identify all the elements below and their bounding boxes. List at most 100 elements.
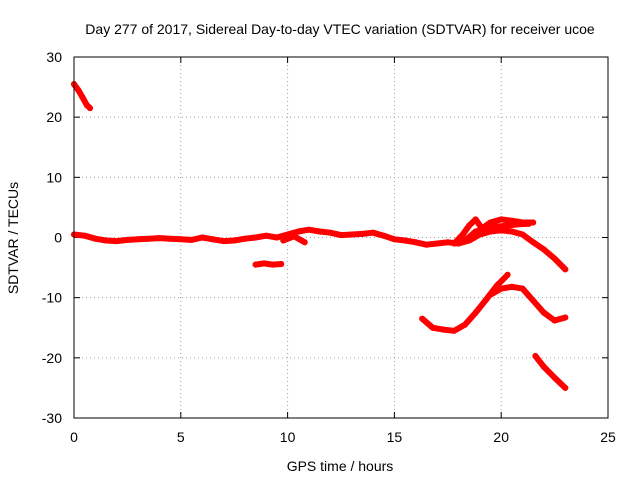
data-point xyxy=(498,216,505,223)
data-point xyxy=(440,326,447,333)
data-point xyxy=(487,219,494,226)
data-point xyxy=(145,235,152,242)
data-point xyxy=(530,239,537,246)
axis-ticks: 0 5 10 15 20 25 -30 -20 -10 0 10 20 30 xyxy=(42,49,616,445)
data-point xyxy=(530,297,537,304)
x-tick-label: 25 xyxy=(600,429,616,445)
data-point xyxy=(423,241,430,248)
data-point xyxy=(540,246,547,253)
data-point xyxy=(483,296,490,303)
data-point xyxy=(252,261,259,268)
data-point xyxy=(156,235,163,242)
data-point xyxy=(493,223,500,230)
data-point xyxy=(461,321,468,328)
data-point xyxy=(451,327,458,334)
data-point xyxy=(472,228,479,235)
data-point xyxy=(306,226,312,233)
data-point xyxy=(301,239,308,246)
data-point xyxy=(519,285,526,292)
data-point xyxy=(562,384,569,391)
data-point xyxy=(370,229,376,236)
data-point xyxy=(79,94,86,101)
data-point xyxy=(459,231,466,238)
data-point xyxy=(348,231,355,238)
data-point xyxy=(444,239,451,246)
y-tick-label: -10 xyxy=(42,290,62,306)
data-point xyxy=(316,228,323,235)
data-point xyxy=(402,237,409,244)
x-tick-label: 10 xyxy=(280,429,296,445)
data-point xyxy=(419,315,426,322)
data-point xyxy=(241,235,248,242)
x-tick-label: 5 xyxy=(177,429,185,445)
data-point xyxy=(87,105,93,112)
data-point xyxy=(526,220,532,227)
data-point xyxy=(519,231,526,238)
y-tick-label: -20 xyxy=(42,350,62,366)
series-track-h xyxy=(487,283,569,324)
data-point xyxy=(508,283,515,290)
series-track-i xyxy=(532,353,569,391)
data-point xyxy=(434,240,441,247)
x-tick-label: 20 xyxy=(493,429,509,445)
data-point xyxy=(167,235,174,242)
data-point xyxy=(515,221,522,228)
data-point xyxy=(532,353,539,359)
plot-frame xyxy=(73,56,609,419)
y-tick-label: 10 xyxy=(46,169,62,185)
data-point xyxy=(113,238,120,245)
data-point xyxy=(81,232,88,239)
data-point xyxy=(562,266,569,273)
data-point xyxy=(261,260,268,267)
series-track-b xyxy=(71,226,569,273)
data-point xyxy=(273,234,280,241)
data-point xyxy=(429,324,436,331)
data-point xyxy=(103,237,109,244)
data-point xyxy=(498,285,505,292)
data-point xyxy=(135,236,142,243)
data-point xyxy=(199,234,206,241)
data-point xyxy=(291,233,297,240)
data-point xyxy=(504,222,511,229)
data-point xyxy=(75,87,82,94)
chart-title: Day 277 of 2017, Sidereal Day-to-day VTE… xyxy=(85,21,595,37)
data-point xyxy=(391,236,398,243)
data-point xyxy=(472,309,479,316)
data-point xyxy=(177,236,184,243)
data-point xyxy=(124,236,131,243)
x-axis-label: GPS time / hours xyxy=(287,458,394,474)
data-point xyxy=(472,216,479,223)
y-tick-label: -30 xyxy=(42,410,62,426)
data-point xyxy=(209,236,216,243)
data-point xyxy=(551,255,558,262)
data-point xyxy=(412,239,419,246)
data-point xyxy=(220,238,227,245)
data-point xyxy=(295,228,302,235)
data-point xyxy=(551,374,558,381)
data-point xyxy=(551,317,558,324)
y-tick-label: 20 xyxy=(46,109,62,125)
data-point xyxy=(540,363,547,370)
x-tick-label: 15 xyxy=(387,429,403,445)
y-tick-label: 0 xyxy=(54,230,62,246)
data-point xyxy=(451,240,458,247)
data-point xyxy=(504,271,511,278)
data-point xyxy=(487,291,494,298)
data-point xyxy=(380,232,387,239)
data-point xyxy=(483,225,490,232)
x-tick-label: 0 xyxy=(70,429,78,445)
data-point xyxy=(263,232,270,239)
data-point xyxy=(188,236,195,243)
data-point xyxy=(466,222,473,229)
data-point xyxy=(359,230,366,237)
data-point xyxy=(338,232,344,239)
y-axis-label: SDTVAR / TECUs xyxy=(5,182,21,294)
data-point xyxy=(252,234,259,241)
data-point xyxy=(280,237,287,244)
data-series xyxy=(71,81,569,391)
data-point xyxy=(92,235,99,242)
data-point xyxy=(269,261,276,268)
data-point xyxy=(562,314,569,321)
data-point xyxy=(231,237,238,244)
